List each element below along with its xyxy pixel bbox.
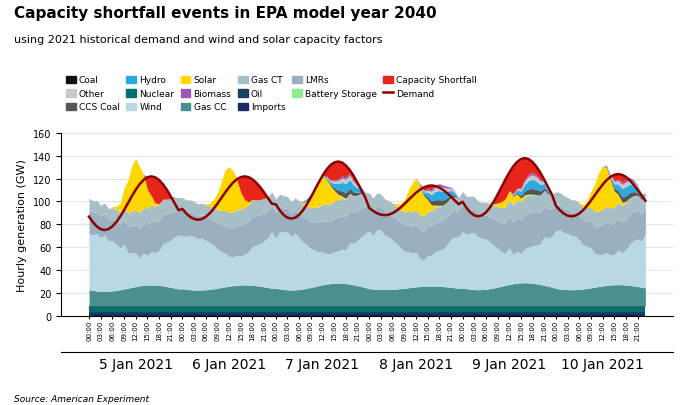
Text: Source: American Experiment: Source: American Experiment — [14, 394, 149, 403]
Text: Capacity shortfall events in EPA model year 2040: Capacity shortfall events in EPA model y… — [14, 6, 437, 21]
Legend: Coal, Other, CCS Coal, Hydro, Nuclear, Wind, Solar, Biomass, Gas CC, Gas CT, Oil: Coal, Other, CCS Coal, Hydro, Nuclear, W… — [66, 76, 477, 112]
Y-axis label: Hourly generation (GW): Hourly generation (GW) — [18, 158, 27, 291]
Text: using 2021 historical demand and wind and solar capacity factors: using 2021 historical demand and wind an… — [14, 34, 382, 45]
